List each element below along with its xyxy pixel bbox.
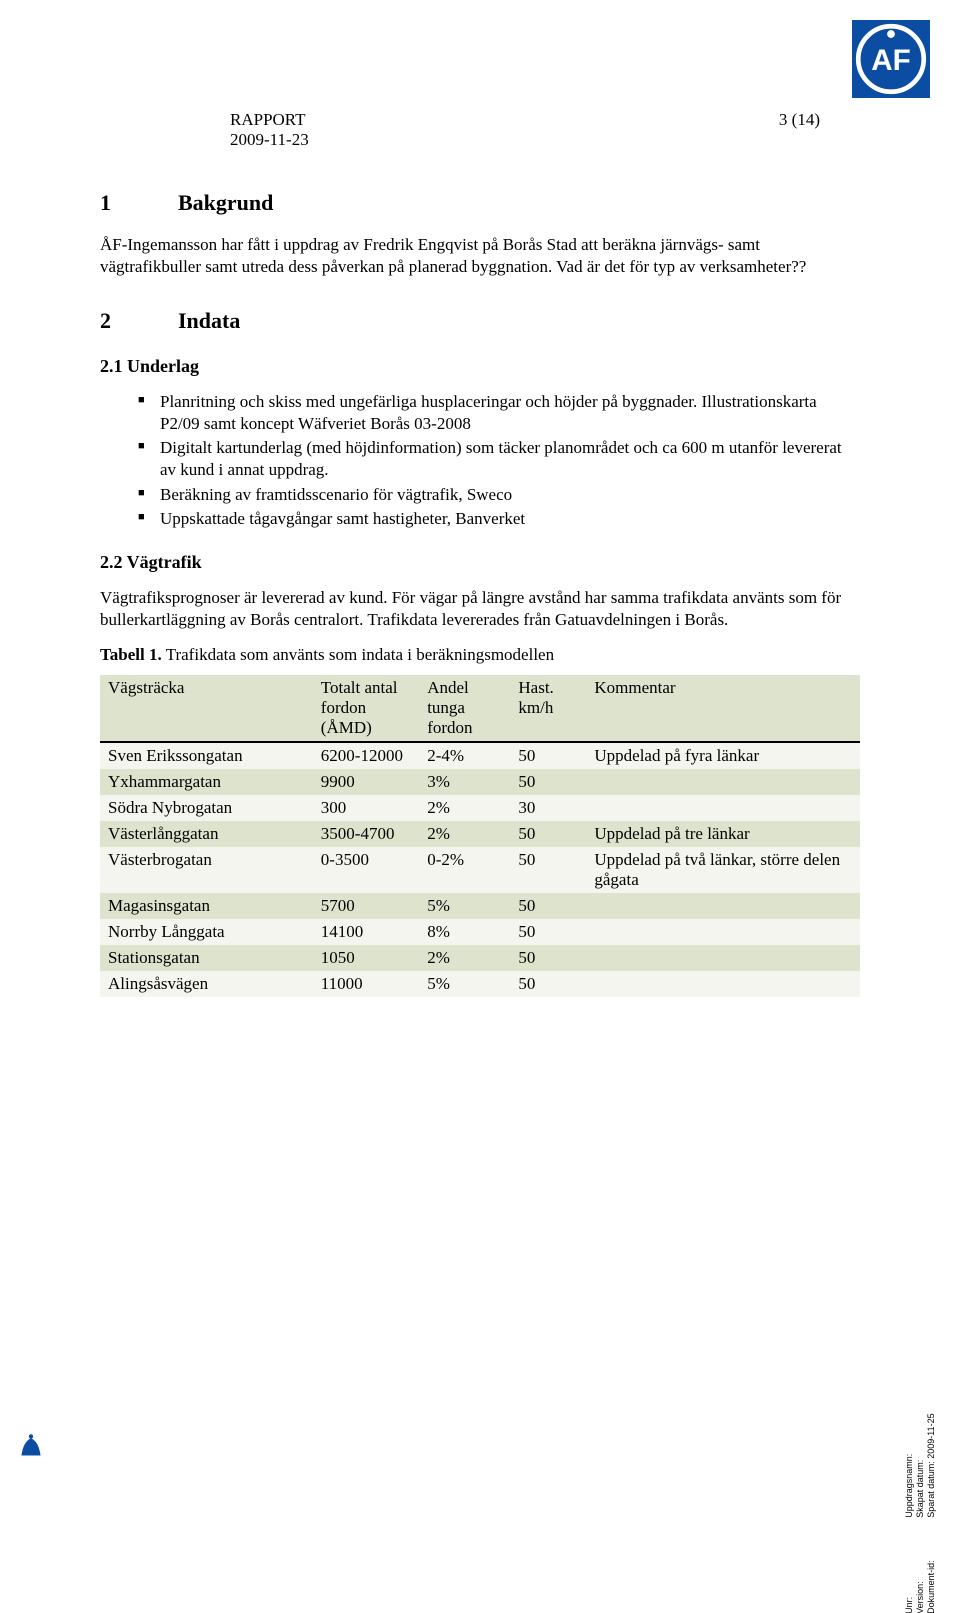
svg-text:AF: AF [871, 44, 911, 77]
table-header-row: Vägsträcka Totalt antal fordon (ÅMD) And… [100, 675, 860, 742]
table-cell: Stationsgatan [100, 945, 313, 971]
subsection-2-1-heading: 2.1 Underlag [100, 356, 860, 377]
section-2-num: 2 [100, 308, 178, 334]
table-cell: 6200-12000 [313, 742, 419, 769]
table-cell: 9900 [313, 769, 419, 795]
table-cell [586, 795, 860, 821]
table-cell: 50 [510, 821, 586, 847]
col-andel: Andel tunga fordon [419, 675, 510, 742]
table-cell: 50 [510, 769, 586, 795]
list-item: Digitalt kartunderlag (med höjdinformati… [138, 437, 860, 481]
table-cell: Norrby Långgata [100, 919, 313, 945]
corner-logo-icon [18, 1433, 44, 1459]
section-2-heading: 2Indata [100, 308, 860, 334]
af-logo-icon: AF [852, 20, 930, 98]
traffic-data-table: Vägsträcka Totalt antal fordon (ÅMD) And… [100, 675, 860, 997]
table-cell [586, 893, 860, 919]
list-item: Uppskattade tågavgångar samt hastigheter… [138, 508, 860, 530]
list-item: Beräkning av framtidsscenario för vägtra… [138, 484, 860, 506]
table-cell: Uppdelad på tre länkar [586, 821, 860, 847]
side-metadata: Unr: Version: Dokument-id: Uppdragsnamn:… [904, 1373, 936, 1613]
table-row: Sven Erikssongatan6200-120002-4%50Uppdel… [100, 742, 860, 769]
table-cell: Yxhammargatan [100, 769, 313, 795]
table-cell: 11000 [313, 971, 419, 997]
section-2-title: Indata [178, 308, 240, 333]
page-number: 3 (14) [779, 110, 820, 130]
table-cell: 50 [510, 945, 586, 971]
col-hast: Hast. km/h [510, 675, 586, 742]
table-cell: 2% [419, 795, 510, 821]
section-1-title: Bakgrund [178, 190, 273, 215]
section-1-num: 1 [100, 190, 178, 216]
table-cell: 1050 [313, 945, 419, 971]
table-cell: Uppdelad på två länkar, större delen gåg… [586, 847, 860, 893]
table-cell: 3500-4700 [313, 821, 419, 847]
table-1-caption: Tabell 1. Trafikdata som använts som ind… [100, 645, 860, 665]
col-kommentar: Kommentar [586, 675, 860, 742]
table-cell: 3% [419, 769, 510, 795]
table-cell: 50 [510, 742, 586, 769]
table-cell: 14100 [313, 919, 419, 945]
table-cell: 50 [510, 971, 586, 997]
table-cell [586, 919, 860, 945]
col-totalt: Totalt antal fordon (ÅMD) [313, 675, 419, 742]
table-row: Södra Nybrogatan3002%30 [100, 795, 860, 821]
table-row: Yxhammargatan99003%50 [100, 769, 860, 795]
table-cell: 5% [419, 971, 510, 997]
table-cell: 300 [313, 795, 419, 821]
table-cell: Alingsåsvägen [100, 971, 313, 997]
table-cell: Södra Nybrogatan [100, 795, 313, 821]
table-row: Stationsgatan10502%50 [100, 945, 860, 971]
table-cell: Magasinsgatan [100, 893, 313, 919]
table-cell: 0-2% [419, 847, 510, 893]
table-cell: Sven Erikssongatan [100, 742, 313, 769]
table-cell: 30 [510, 795, 586, 821]
table-cell: 50 [510, 919, 586, 945]
subsection-2-2-heading: 2.2 Vägtrafik [100, 552, 860, 573]
subsection-2-2-para: Vägtrafiksprognoser är levererad av kund… [100, 587, 860, 631]
section-1-para: ÅF-Ingemansson har fått i uppdrag av Fre… [100, 234, 860, 278]
sidemeta-block-2: Uppdragsnamn: Skapat datum: Sparat datum… [904, 1413, 936, 1517]
table-row: Västerlånggatan3500-47002%50Uppdelad på … [100, 821, 860, 847]
table-cell [586, 945, 860, 971]
section-1-heading: 1Bakgrund [100, 190, 860, 216]
table-row: Norrby Långgata141008%50 [100, 919, 860, 945]
table-cell: Uppdelad på fyra länkar [586, 742, 860, 769]
table-cell: 8% [419, 919, 510, 945]
report-title: RAPPORT [230, 110, 309, 130]
table-cell [586, 769, 860, 795]
table-cell: Västerbrogatan [100, 847, 313, 893]
sidemeta-block-1: Unr: Version: Dokument-id: [904, 1560, 936, 1613]
table-cell: 2-4% [419, 742, 510, 769]
table-row: Alingsåsvägen110005%50 [100, 971, 860, 997]
table-cell: 50 [510, 847, 586, 893]
table-row: Västerbrogatan0-35000-2%50Uppdelad på tv… [100, 847, 860, 893]
table-row: Magasinsgatan57005%50 [100, 893, 860, 919]
table-1-caption-text: Trafikdata som använts som indata i berä… [166, 645, 554, 664]
page-header: RAPPORT 2009-11-23 3 (14) [100, 110, 860, 150]
table-cell: 5% [419, 893, 510, 919]
list-item: Planritning och skiss med ungefärliga hu… [138, 391, 860, 435]
table-cell: 5700 [313, 893, 419, 919]
underlag-bullet-list: Planritning och skiss med ungefärliga hu… [100, 391, 860, 530]
table-cell: 50 [510, 893, 586, 919]
table-cell: Västerlånggatan [100, 821, 313, 847]
table-cell: 2% [419, 945, 510, 971]
table-cell [586, 971, 860, 997]
report-date: 2009-11-23 [230, 130, 309, 150]
table-cell: 0-3500 [313, 847, 419, 893]
col-vagstracka: Vägsträcka [100, 675, 313, 742]
table-cell: 2% [419, 821, 510, 847]
